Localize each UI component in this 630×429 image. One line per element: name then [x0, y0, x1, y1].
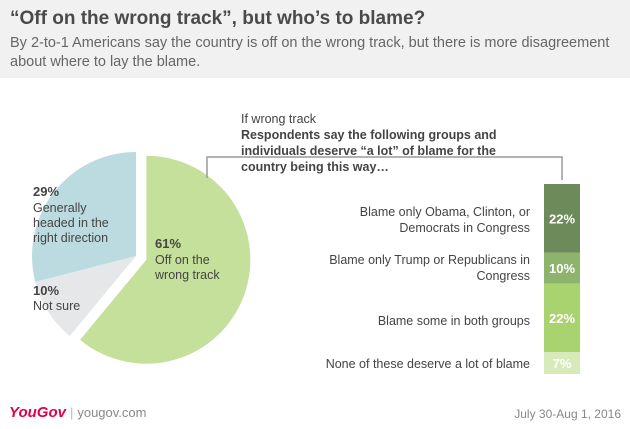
slice-value-label-wrong: 61%	[155, 236, 181, 251]
pie-slice-right-direction	[32, 152, 136, 282]
slice-name-label-wrong: Off on the wrong track	[154, 253, 220, 282]
bar-segment-none	[544, 352, 580, 374]
footer-date: July 30-Aug 1, 2016	[514, 407, 621, 421]
bar-segment-dem-value-label: 22%	[549, 211, 575, 226]
yougov-logo[interactable]: YouGov	[9, 404, 66, 421]
chart-title: “Off on the wrong track”, but who’s to b…	[10, 8, 426, 29]
slice-value-label-notsure: 10%	[33, 283, 59, 298]
category-label-none: None of these deserve a lot of blame	[325, 357, 530, 371]
bar-heading-block: If wrong track Respondents say the follo…	[241, 111, 541, 175]
footer-brand: YouGov | yougov.com	[9, 404, 147, 421]
stacked-bar: 22% 10% 22% 7%	[544, 184, 580, 374]
bracket-connector	[206, 156, 563, 180]
category-label-both: Blame some in both groups	[377, 314, 530, 328]
bar-segment-dem	[544, 184, 580, 253]
bar-subheading: Respondents say the following groups and…	[241, 128, 497, 174]
chart-subtitle: By 2-to-1 Americans say the country is o…	[10, 35, 610, 70]
pie-slice-wrong-track	[80, 155, 251, 364]
slice-name-label-right: Generally headed in the right direction	[33, 201, 112, 245]
yougov-site-link[interactable]: yougov.com	[77, 405, 147, 420]
category-label-dem: Blame only Obama, Clinton, or Democrats …	[359, 205, 530, 235]
slice-value-label-right: 29%	[33, 184, 59, 199]
header-band: “Off on the wrong track”, but who’s to b…	[0, 0, 630, 78]
bar-segment-none-value-label: 7%	[553, 356, 572, 371]
pie-chart	[32, 152, 251, 364]
bar-segment-rep-value-label: 10%	[549, 261, 575, 276]
pie-slice-not-sure	[35, 256, 137, 337]
bar-heading: If wrong track	[241, 112, 317, 126]
bar-segment-both	[544, 283, 580, 353]
slice-name-label-notsure: Not sure	[33, 299, 80, 313]
bar-segment-rep	[544, 252, 580, 284]
category-label-rep: Blame only Trump or Republicans in Congr…	[329, 253, 530, 283]
bar-segment-both-value-label: 22%	[549, 311, 575, 326]
